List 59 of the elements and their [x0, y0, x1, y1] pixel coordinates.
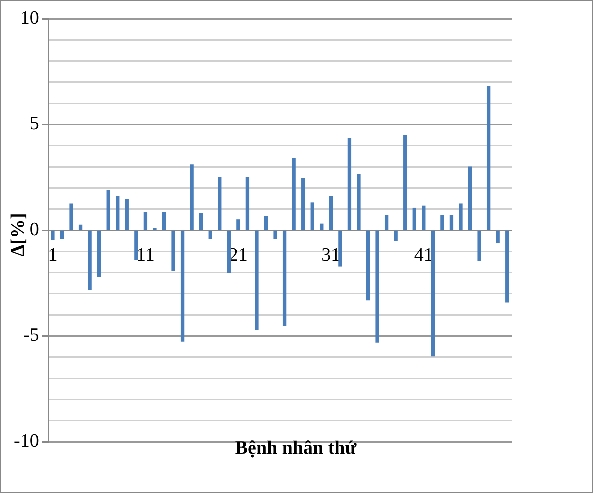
y-tick-label: 10	[20, 8, 40, 29]
x-tick-label: 41	[414, 244, 434, 266]
bar	[282, 230, 287, 326]
bar	[338, 230, 342, 267]
bar	[78, 224, 83, 230]
bar	[88, 230, 92, 290]
bar	[255, 230, 259, 330]
bar	[450, 215, 454, 230]
bar	[200, 213, 204, 230]
bar	[422, 206, 426, 230]
bar	[320, 224, 324, 230]
bar	[506, 230, 510, 303]
y-tick-label: -10	[14, 430, 40, 452]
bar	[116, 196, 120, 230]
bar	[218, 177, 222, 230]
bar	[70, 204, 74, 230]
x-axis-title: Bệnh nhân thứ	[235, 438, 357, 460]
bar	[486, 86, 491, 230]
bar	[172, 230, 176, 272]
bar	[162, 212, 166, 230]
bar	[329, 196, 333, 230]
bar	[302, 178, 306, 230]
bar	[496, 230, 500, 244]
bar	[431, 230, 436, 357]
bar	[60, 230, 64, 240]
x-tick-label: 11	[136, 244, 155, 266]
bar	[180, 230, 185, 342]
y-tick-label: -5	[24, 325, 40, 346]
bar	[227, 230, 231, 274]
bar	[376, 230, 380, 343]
bar	[144, 212, 148, 230]
bar	[208, 230, 212, 240]
y-axis-title: Δ[%]	[8, 213, 30, 257]
bar	[125, 200, 129, 230]
bar	[190, 164, 194, 230]
bar	[459, 204, 463, 230]
bar	[236, 220, 240, 230]
bar	[348, 138, 352, 230]
y-tick-label: 5	[30, 114, 40, 135]
bar	[404, 134, 408, 230]
bar	[246, 177, 250, 230]
bar	[478, 230, 482, 262]
bar	[274, 230, 278, 240]
bar	[366, 230, 370, 301]
bar	[98, 230, 102, 278]
bar	[468, 166, 472, 230]
bar	[357, 174, 361, 230]
bar	[264, 216, 268, 230]
bar	[106, 190, 110, 230]
x-tick-label: 1	[48, 244, 58, 266]
bar	[384, 215, 389, 230]
bar	[394, 230, 398, 242]
bar	[51, 230, 55, 240]
y-tick-label: 0	[30, 219, 40, 240]
bar	[310, 202, 314, 230]
bar	[292, 158, 296, 230]
bar	[440, 215, 444, 230]
bar	[412, 208, 416, 230]
bar	[134, 230, 138, 260]
